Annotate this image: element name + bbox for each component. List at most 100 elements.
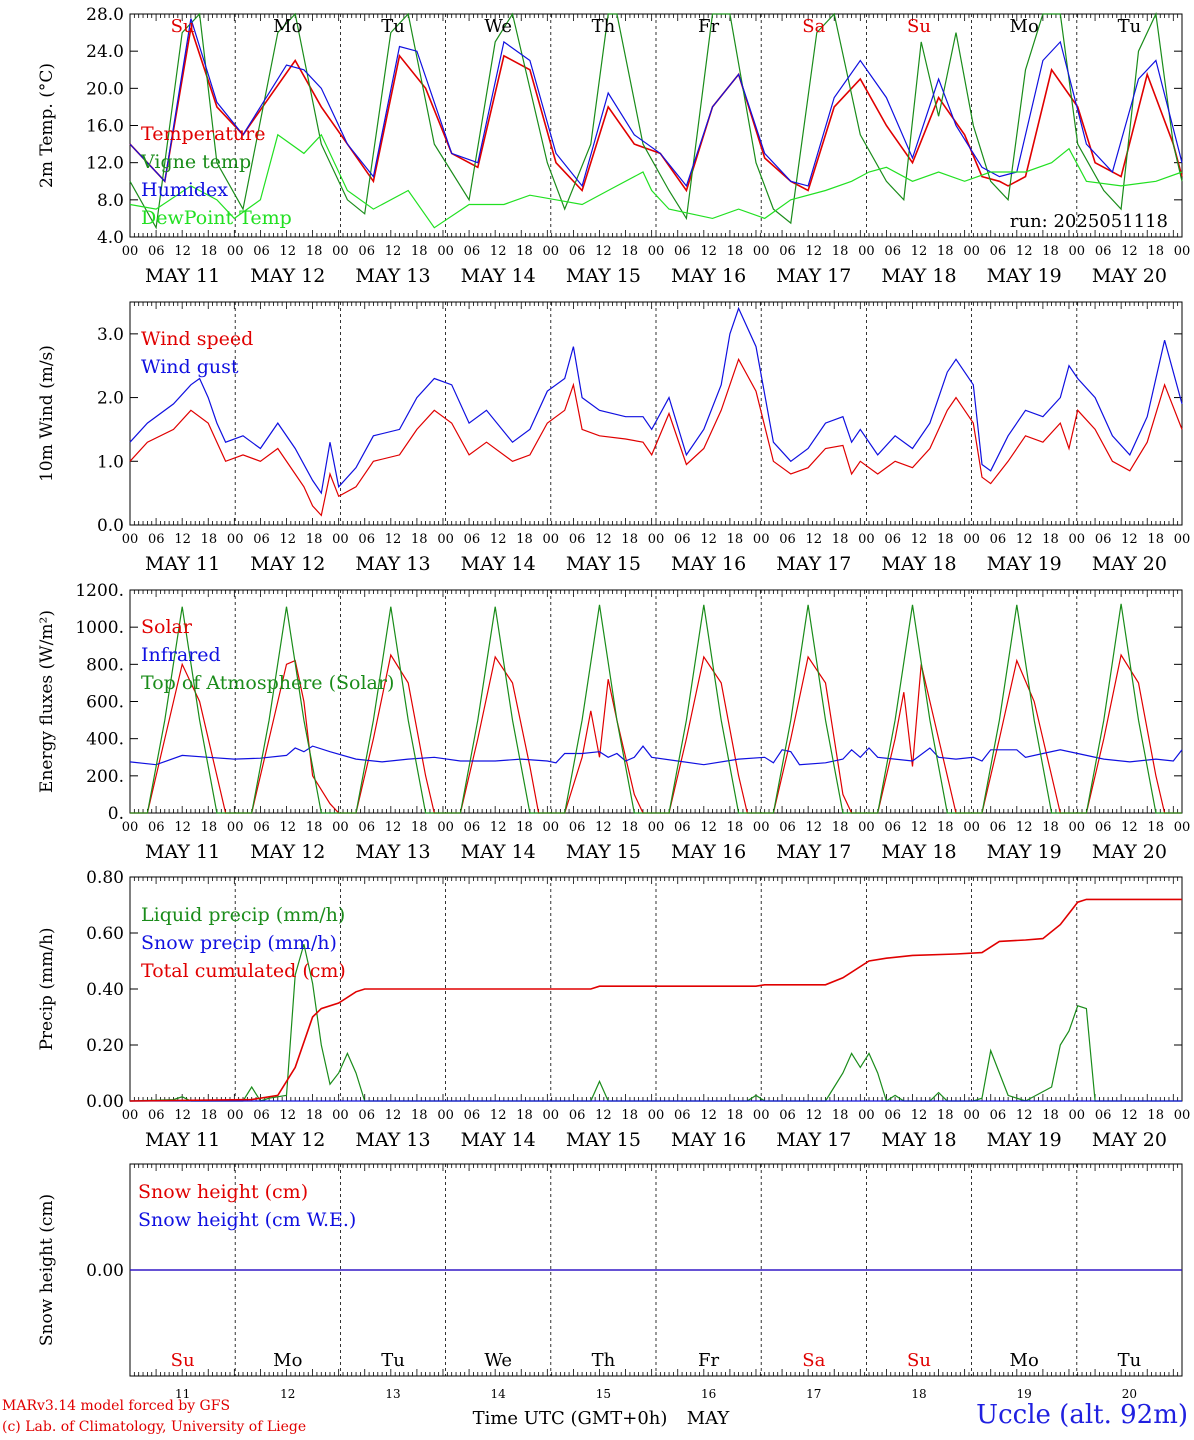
- hour-tick-label: 00: [332, 1108, 349, 1123]
- hour-tick-label: 00: [543, 820, 560, 835]
- hour-tick-label: 18: [832, 1108, 849, 1123]
- hour-tick-label: 18: [1042, 1108, 1059, 1123]
- hour-tick-label: 18: [1042, 244, 1059, 259]
- hour-tick-label: 00: [437, 1108, 454, 1123]
- hour-tick-label: 12: [911, 1108, 928, 1123]
- hour-tick-label: 06: [148, 820, 165, 835]
- hour-tick-label: 00: [543, 244, 560, 259]
- hour-tick-label: 06: [464, 244, 481, 259]
- model-credit: MARv3.14 model forced by GFS: [2, 1398, 231, 1414]
- y-tick-label: 0.00: [86, 1261, 124, 1281]
- hour-tick-label: 06: [674, 1108, 691, 1123]
- day-label: MAY 19: [987, 1129, 1062, 1151]
- weekday-label-top: We: [484, 16, 512, 37]
- hour-tick-label: 18: [306, 244, 323, 259]
- hour-tick-label: 06: [148, 1108, 165, 1123]
- series-line-0-1: [129, 11, 1183, 230]
- day-label: MAY 11: [145, 553, 220, 575]
- hour-tick-label: 12: [280, 532, 297, 547]
- hour-tick-label: 18: [1042, 820, 1059, 835]
- weekday-label-top: Tu: [1118, 16, 1142, 37]
- y-tick-label: 2.0: [97, 389, 124, 409]
- y-tick-label: 0.00: [86, 1092, 124, 1112]
- series-line-1-0: [129, 357, 1183, 517]
- hour-tick-label: 12: [700, 532, 717, 547]
- day-label: MAY 14: [461, 265, 536, 287]
- legend-entry: Solar: [141, 616, 193, 638]
- hour-tick-label: 06: [253, 1108, 270, 1123]
- day-number-label: 12: [280, 1387, 295, 1401]
- panel-frame-0: [129, 13, 1183, 238]
- day-label: MAY 16: [671, 553, 746, 575]
- legend-entry: Liquid precip (mm/h): [141, 904, 345, 926]
- hour-tick-label: 00: [332, 532, 349, 547]
- hour-tick-label: 12: [1016, 1108, 1033, 1123]
- panel-frame-1: [129, 301, 1183, 526]
- hour-tick-label: 18: [411, 1108, 428, 1123]
- weekday-label-bottom: Su: [907, 1350, 931, 1371]
- day-label: MAY 18: [881, 841, 956, 863]
- hour-tick-label: 00: [1069, 532, 1086, 547]
- day-number-label: 17: [806, 1387, 821, 1401]
- day-label: MAY 17: [776, 841, 851, 863]
- day-label: MAY 16: [671, 841, 746, 863]
- hour-tick-label: 12: [806, 820, 823, 835]
- hour-tick-label: 12: [700, 820, 717, 835]
- legend-entry: Snow height (cm W.E.): [138, 1209, 356, 1231]
- legend-entry: DewPoint Temp: [141, 207, 292, 229]
- hour-tick-label: 18: [411, 532, 428, 547]
- day-label: MAY 17: [776, 1129, 851, 1151]
- hour-tick-label: 18: [727, 532, 744, 547]
- hour-tick-label: 00: [858, 244, 875, 259]
- weekday-label-top: Mo: [1010, 16, 1039, 37]
- hour-tick-label: 00: [858, 532, 875, 547]
- hour-tick-label: 12: [385, 820, 402, 835]
- y-tick-label: 20.0: [86, 79, 124, 99]
- run-label: run: 2025051118: [1010, 211, 1168, 232]
- hour-tick-label: 00: [648, 532, 665, 547]
- hour-tick-label: 06: [569, 820, 586, 835]
- day-label: MAY 13: [355, 265, 430, 287]
- hour-tick-label: 18: [306, 1108, 323, 1123]
- hour-tick-label: 06: [148, 244, 165, 259]
- hour-tick-label: 18: [201, 1108, 218, 1123]
- hour-tick-label: 12: [1121, 1108, 1138, 1123]
- day-label: MAY 19: [987, 553, 1062, 575]
- weekday-label-bottom: Th: [592, 1350, 616, 1371]
- hour-tick-label: 18: [832, 820, 849, 835]
- hour-tick-label: 18: [727, 820, 744, 835]
- day-label: MAY 14: [461, 841, 536, 863]
- hour-tick-label: 00: [543, 532, 560, 547]
- y-tick-label: 0.: [108, 804, 124, 824]
- y-axis-label: 10m Wind (m/s): [37, 345, 57, 482]
- weekday-label-top: Tu: [381, 16, 405, 37]
- legend-entry: Snow height (cm): [138, 1181, 308, 1203]
- hour-tick-label: 18: [306, 532, 323, 547]
- hour-tick-label: 00: [227, 820, 244, 835]
- day-label: MAY 15: [566, 1129, 641, 1151]
- day-label: MAY 17: [776, 553, 851, 575]
- hour-tick-label: 18: [937, 820, 954, 835]
- hour-tick-label: 06: [674, 532, 691, 547]
- hour-tick-label: 06: [884, 244, 901, 259]
- hour-tick-label: 06: [358, 1108, 375, 1123]
- hour-tick-label: 12: [806, 532, 823, 547]
- hour-tick-label: 00: [753, 532, 770, 547]
- hour-tick-label: 00: [648, 244, 665, 259]
- hour-tick-label: 18: [1147, 532, 1164, 547]
- day-label: MAY 14: [461, 1129, 536, 1151]
- day-number-label: 19: [1017, 1387, 1032, 1401]
- hour-tick-label: 18: [201, 820, 218, 835]
- hour-tick-label: 18: [201, 244, 218, 259]
- legend-entry: Infrared: [141, 644, 221, 666]
- hour-tick-label: 12: [911, 532, 928, 547]
- hour-tick-label: 12: [174, 244, 191, 259]
- legend-entry: Total cumulated (cm): [141, 960, 346, 982]
- hour-tick-label: 12: [1016, 820, 1033, 835]
- hour-tick-label: 12: [490, 244, 507, 259]
- hour-tick-label: 12: [385, 1108, 402, 1123]
- hour-tick-label: 00: [963, 244, 980, 259]
- hour-tick-label: 06: [569, 244, 586, 259]
- hour-tick-label: 18: [621, 532, 638, 547]
